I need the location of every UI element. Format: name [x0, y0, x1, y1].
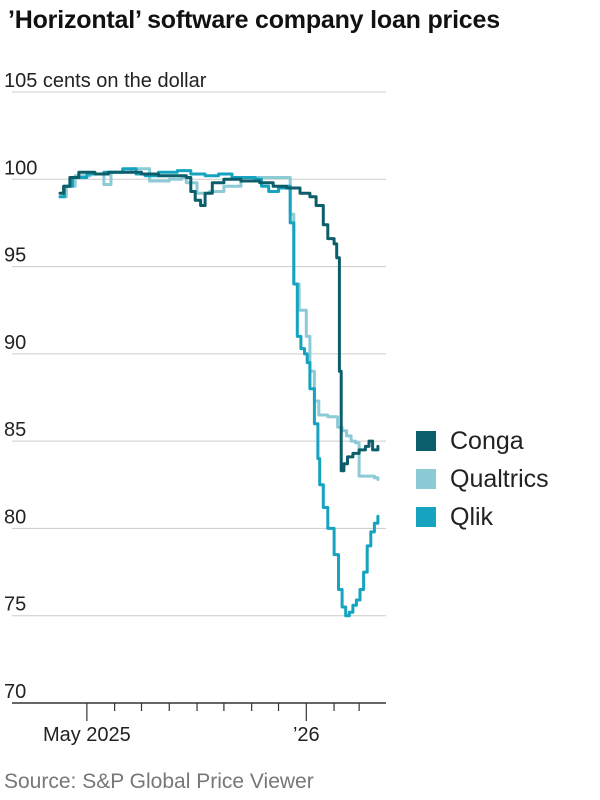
y-tick-label-90: 90	[4, 332, 26, 354]
x-axis: May 2025 ’26	[12, 702, 386, 746]
legend-swatch-qualtrics	[416, 469, 436, 489]
y-tick-label-85: 85	[4, 419, 26, 441]
gridlines: 105 cents on the dollar 100 95 90 85 80 75 70	[4, 70, 386, 703]
series-line-qlik	[58, 167, 380, 618]
y-tick-label-100: 100	[4, 157, 37, 179]
legend-label-qlik: Qlik	[450, 503, 494, 531]
legend-label-qualtrics: Qualtrics	[450, 465, 549, 493]
series-line-qualtrics	[58, 167, 380, 481]
chart-title: ’Horizontal’ software company loan price…	[8, 6, 500, 34]
y-tick-label-80: 80	[4, 506, 26, 528]
legend: Conga Qualtrics Qlik	[416, 427, 549, 531]
legend-label-conga: Conga	[450, 427, 524, 455]
x-tick-label-0: May 2025	[43, 724, 131, 746]
y-tick-label-75: 75	[4, 594, 26, 616]
source-note: Source: S&P Global Price Viewer	[4, 770, 314, 793]
legend-swatch-conga	[416, 431, 436, 451]
legend-swatch-qlik	[416, 507, 436, 527]
y-tick-label-70: 70	[4, 681, 26, 703]
y-tick-label-105: 105 cents on the dollar	[4, 70, 207, 92]
y-tick-label-95: 95	[4, 245, 26, 267]
x-tick-label-1: ’26	[293, 724, 320, 746]
series-lines	[58, 167, 380, 618]
series-line-conga	[58, 170, 380, 473]
